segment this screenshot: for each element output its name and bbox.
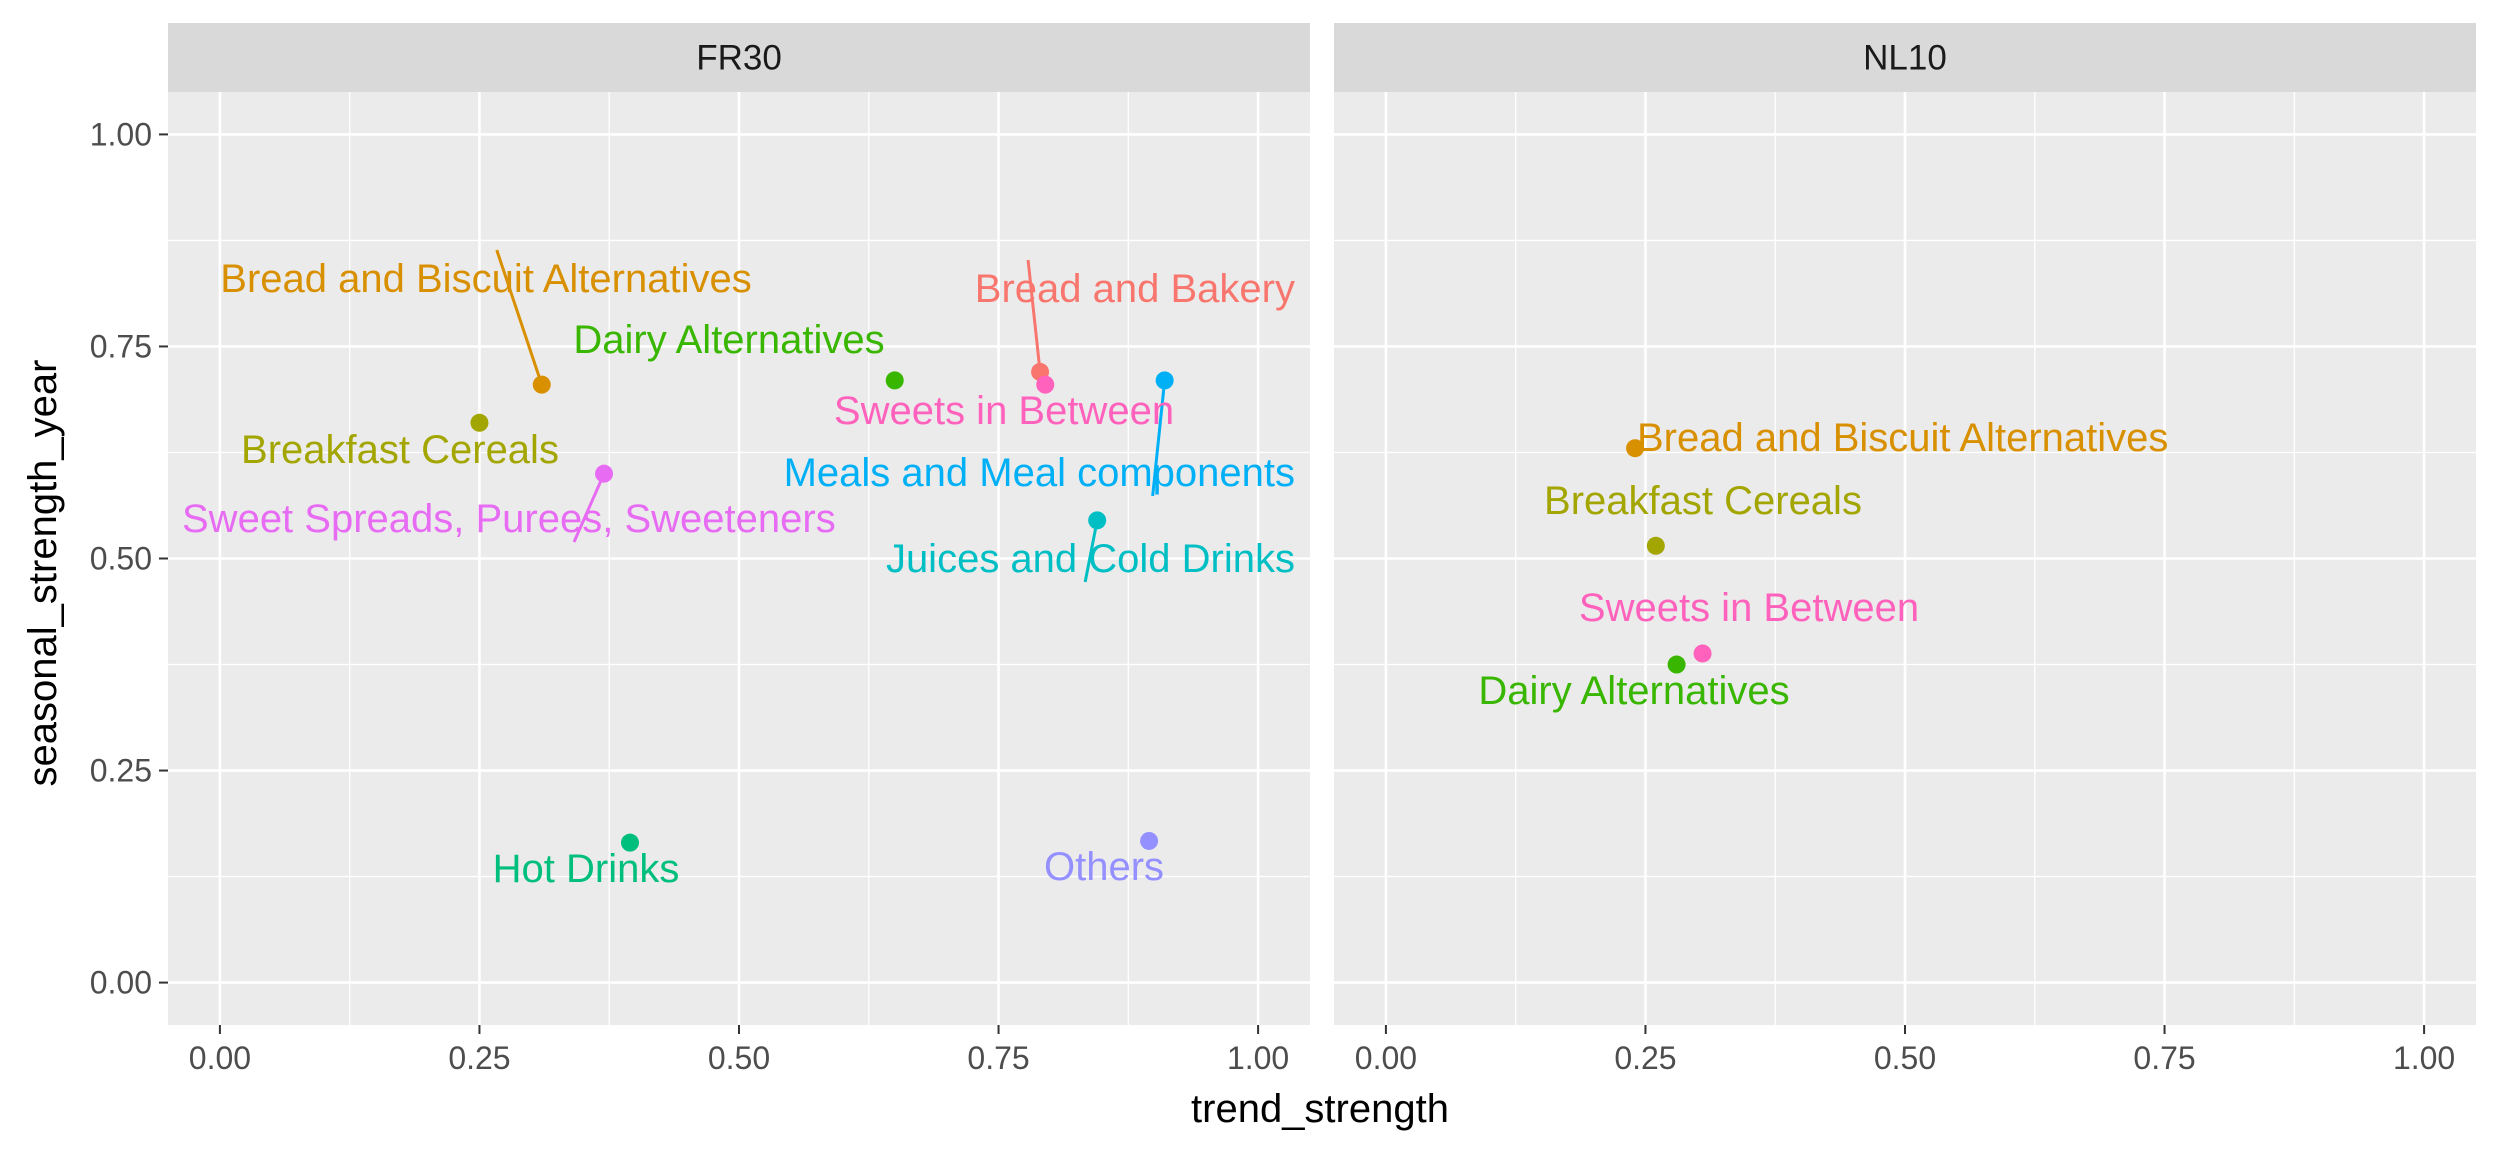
point-label: Sweets in Between (1579, 586, 1919, 630)
point-label: Breakfast Cereals (241, 428, 559, 472)
facet-strip-label: FR30 (696, 39, 782, 78)
label-leader-line (572, 473, 606, 543)
point-label: Bread and Bakery (975, 267, 1295, 311)
data-point (1036, 375, 1055, 394)
label-leader-line (1151, 380, 1167, 497)
data-point (620, 833, 639, 852)
label-leader-line (495, 249, 544, 386)
point-label: Others (1044, 845, 1164, 889)
label-leader-line (1083, 520, 1099, 583)
data-point (470, 413, 489, 432)
point-label: Bread and Biscuit Alternatives (1637, 416, 2168, 460)
y-tick-label: 1.00 (90, 116, 152, 152)
x-tick-label: 0.50 (1874, 1040, 1936, 1076)
x-tick-label: 0.25 (1614, 1040, 1676, 1076)
y-axis-title: seasonal_strength_year (21, 360, 65, 787)
data-point (1667, 655, 1686, 674)
y-tick-label: 0.50 (90, 541, 152, 577)
data-point (1155, 371, 1174, 390)
y-tick-label: 0.75 (90, 328, 152, 364)
data-point (532, 375, 551, 394)
x-tick-label: 0.00 (189, 1040, 251, 1076)
point-label: Breakfast Cereals (1544, 479, 1862, 523)
data-point (885, 371, 904, 390)
point-label: Dairy Alternatives (573, 318, 884, 362)
x-tick-label: 0.75 (967, 1040, 1029, 1076)
point-label: Meals and Meal components (784, 451, 1295, 495)
x-tick-label: 0.50 (708, 1040, 770, 1076)
facet-strip (168, 23, 1310, 92)
point-label: Juices and Cold Drinks (886, 537, 1295, 581)
y-tick-label: 0.00 (90, 965, 152, 1001)
point-label: Hot Drinks (493, 847, 680, 891)
data-point (1088, 511, 1107, 530)
data-point (595, 464, 614, 483)
label-leader-line (1026, 259, 1042, 373)
y-tick-label: 0.25 (90, 753, 152, 789)
data-point (1693, 644, 1712, 663)
x-tick-label: 1.00 (2393, 1040, 2455, 1076)
facet-strip (1334, 23, 2476, 92)
data-point (1626, 439, 1645, 458)
data-point (1646, 536, 1665, 555)
data-point (1140, 831, 1159, 850)
point-label: Sweets in Between (834, 389, 1174, 433)
x-tick-label: 1.00 (1227, 1040, 1289, 1076)
x-tick-label: 0.00 (1355, 1040, 1417, 1076)
x-tick-label: 0.25 (448, 1040, 510, 1076)
point-label: Bread and Biscuit Alternatives (220, 257, 751, 301)
x-tick-label: 0.75 (2133, 1040, 2195, 1076)
facet-strip-label: NL10 (1863, 39, 1947, 78)
point-label: Sweet Spreads, Purees, Sweeteners (182, 497, 836, 541)
x-axis-title: trend_strength (1191, 1087, 1449, 1131)
point-label: Dairy Alternatives (1478, 669, 1789, 713)
